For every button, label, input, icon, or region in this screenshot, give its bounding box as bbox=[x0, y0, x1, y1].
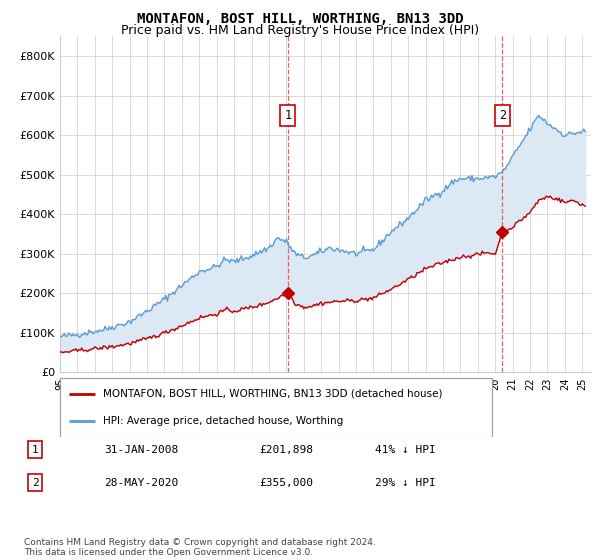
Text: 1: 1 bbox=[284, 109, 291, 122]
Text: £201,898: £201,898 bbox=[260, 445, 314, 455]
Text: 2: 2 bbox=[499, 109, 506, 122]
Text: 41% ↓ HPI: 41% ↓ HPI bbox=[375, 445, 436, 455]
Text: 29% ↓ HPI: 29% ↓ HPI bbox=[375, 478, 436, 488]
Text: Contains HM Land Registry data © Crown copyright and database right 2024.
This d: Contains HM Land Registry data © Crown c… bbox=[24, 538, 376, 557]
Text: £355,000: £355,000 bbox=[260, 478, 314, 488]
Text: MONTAFON, BOST HILL, WORTHING, BN13 3DD (detached house): MONTAFON, BOST HILL, WORTHING, BN13 3DD … bbox=[103, 389, 443, 399]
Text: 2: 2 bbox=[32, 478, 38, 488]
Text: Price paid vs. HM Land Registry's House Price Index (HPI): Price paid vs. HM Land Registry's House … bbox=[121, 24, 479, 37]
Text: 28-MAY-2020: 28-MAY-2020 bbox=[104, 478, 178, 488]
Text: MONTAFON, BOST HILL, WORTHING, BN13 3DD: MONTAFON, BOST HILL, WORTHING, BN13 3DD bbox=[137, 12, 463, 26]
Text: 1: 1 bbox=[32, 445, 38, 455]
Text: HPI: Average price, detached house, Worthing: HPI: Average price, detached house, Wort… bbox=[103, 416, 343, 426]
Text: 31-JAN-2008: 31-JAN-2008 bbox=[104, 445, 178, 455]
